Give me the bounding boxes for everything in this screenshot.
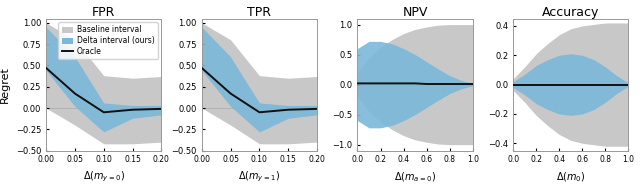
X-axis label: $\Delta(m_{a=0})$: $\Delta(m_{a=0})$	[394, 170, 436, 184]
Title: TPR: TPR	[248, 6, 271, 19]
Legend: Baseline interval, Delta interval (ours), Oracle: Baseline interval, Delta interval (ours)…	[58, 22, 157, 59]
Y-axis label: Regret: Regret	[0, 66, 10, 103]
Title: FPR: FPR	[92, 6, 115, 19]
Title: NPV: NPV	[403, 6, 428, 19]
X-axis label: $\Delta(m_{y=0})$: $\Delta(m_{y=0})$	[83, 170, 125, 184]
Title: Accuracy: Accuracy	[542, 6, 600, 19]
X-axis label: $\Delta(m_0)$: $\Delta(m_0)$	[556, 170, 586, 184]
X-axis label: $\Delta(m_{y=1})$: $\Delta(m_{y=1})$	[239, 170, 280, 184]
